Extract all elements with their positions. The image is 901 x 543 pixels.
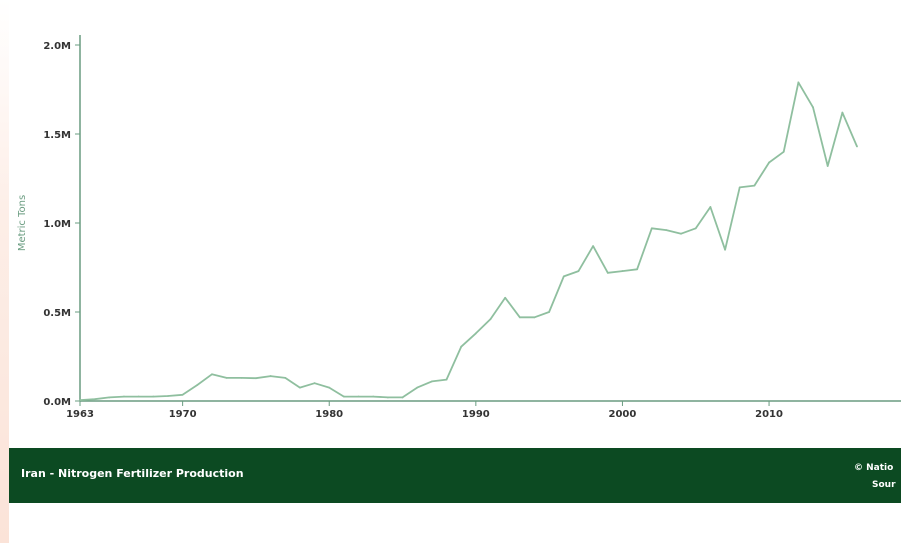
data-point bbox=[812, 106, 814, 109]
x-tick-label: 1963 bbox=[66, 409, 94, 420]
data-point bbox=[518, 316, 521, 319]
data-point bbox=[709, 206, 712, 208]
y-tick-label: 1.5M bbox=[43, 130, 71, 141]
data-point bbox=[489, 318, 492, 321]
data-point bbox=[328, 386, 331, 389]
data-point bbox=[841, 111, 844, 114]
data-point bbox=[167, 395, 169, 397]
data-point bbox=[299, 386, 301, 389]
data-point bbox=[357, 395, 360, 398]
y-tick-label: 2.0M bbox=[43, 41, 71, 52]
data-point bbox=[768, 161, 770, 164]
data-point bbox=[430, 380, 433, 383]
data-point bbox=[504, 296, 507, 299]
data-point bbox=[196, 384, 199, 386]
data-point bbox=[724, 248, 726, 251]
copyright-credit: © Natio Sour bbox=[854, 460, 896, 494]
copyright-text: © Natio bbox=[854, 463, 894, 473]
data-point bbox=[211, 373, 213, 376]
source-text: Sour bbox=[872, 480, 896, 490]
chart-area: 0.0M 0.5M 1.0M 1.5M 2.0M 1963 1970 1980 1990 2000… bbox=[9, 0, 901, 448]
data-point bbox=[386, 396, 389, 399]
data-point bbox=[533, 316, 536, 319]
data-point bbox=[225, 376, 228, 379]
data-point bbox=[797, 81, 800, 84]
data-point bbox=[606, 271, 609, 274]
data-point bbox=[445, 378, 448, 381]
x-tick-label: 1980 bbox=[315, 409, 343, 420]
data-point bbox=[79, 399, 81, 402]
data-point bbox=[284, 376, 287, 379]
data-point bbox=[240, 376, 243, 379]
data-point bbox=[738, 186, 741, 189]
data-point bbox=[665, 229, 668, 232]
data-point bbox=[342, 395, 345, 398]
data-point bbox=[93, 398, 96, 401]
data-point bbox=[416, 386, 419, 389]
x-tick-label: 1990 bbox=[462, 409, 490, 420]
data-point bbox=[856, 145, 858, 148]
data-point bbox=[313, 382, 316, 385]
data-point bbox=[694, 227, 697, 230]
x-tick-label: 2000 bbox=[609, 409, 637, 420]
chart-title: Iran - Nitrogen Fertilizer Production bbox=[21, 467, 244, 480]
data-point bbox=[577, 270, 580, 272]
data-point bbox=[562, 275, 565, 278]
data-point bbox=[753, 184, 756, 187]
y-tick-label: 0.0M bbox=[43, 397, 71, 408]
data-point bbox=[460, 345, 463, 348]
data-point bbox=[826, 165, 829, 167]
y-tick-label: 0.5M bbox=[43, 308, 71, 319]
data-point bbox=[650, 227, 653, 230]
bottom-margin bbox=[9, 503, 901, 543]
data-point bbox=[255, 377, 257, 380]
left-edge-strip bbox=[0, 0, 9, 543]
line-chart: 0.0M 0.5M 1.0M 1.5M 2.0M 1963 1970 1980 1990 2000… bbox=[17, 35, 901, 420]
series-line bbox=[79, 81, 858, 401]
x-tick-label: 1970 bbox=[169, 409, 197, 420]
data-point bbox=[636, 268, 639, 271]
data-point bbox=[152, 395, 155, 398]
chart-footer: Iran - Nitrogen Fertilizer Production © … bbox=[9, 448, 901, 503]
data-point bbox=[401, 396, 404, 399]
data-point bbox=[108, 396, 111, 399]
data-point bbox=[372, 395, 375, 398]
data-point bbox=[548, 311, 551, 313]
data-point bbox=[592, 245, 595, 248]
data-point bbox=[123, 395, 125, 398]
data-point bbox=[621, 270, 624, 272]
data-point bbox=[269, 375, 272, 377]
y-axis-title: Metric Tons bbox=[17, 195, 28, 251]
x-tick-label: 2010 bbox=[755, 409, 783, 420]
data-point bbox=[137, 395, 140, 398]
data-point bbox=[782, 150, 785, 153]
data-point bbox=[181, 393, 184, 396]
y-tick-label: 1.0M bbox=[43, 219, 71, 230]
data-point bbox=[680, 232, 682, 235]
data-point bbox=[474, 332, 477, 335]
